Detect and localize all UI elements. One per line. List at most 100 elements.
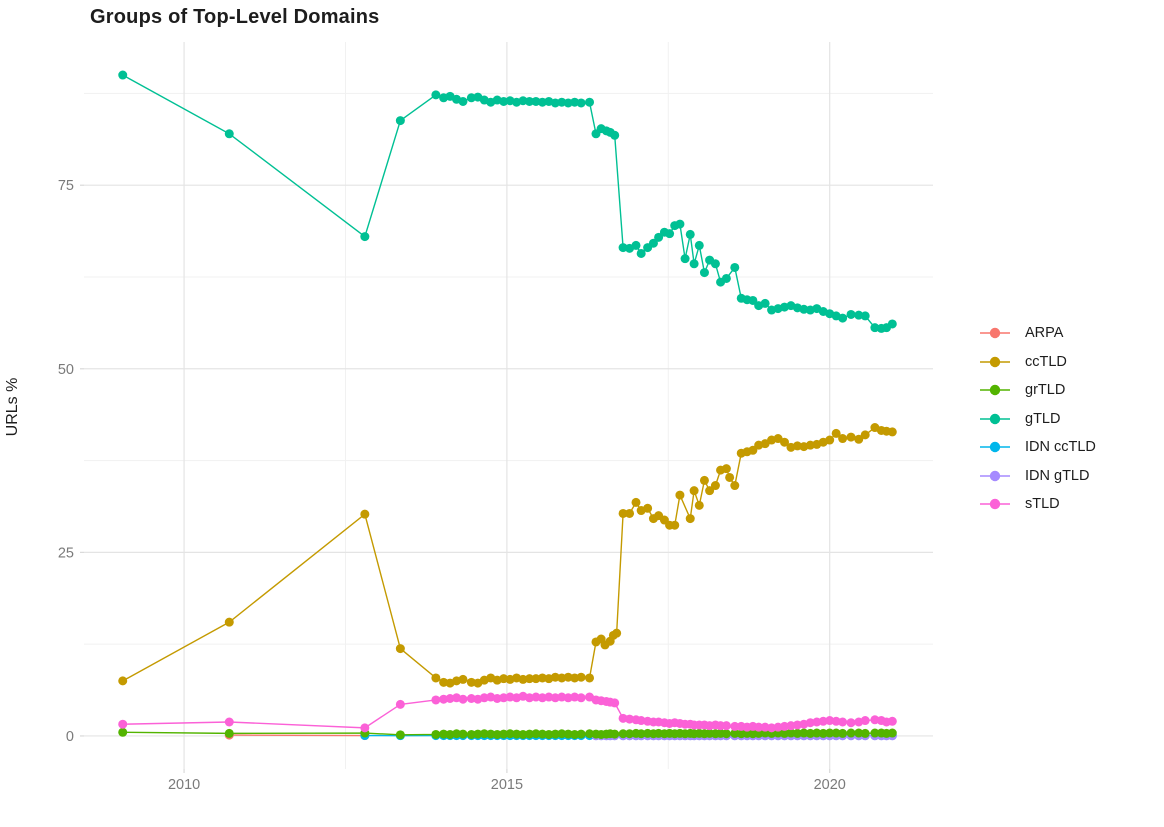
series-point-grTLD	[531, 729, 541, 739]
series-point-sTLD	[360, 723, 370, 733]
series-point-gTLD	[631, 240, 641, 250]
series-point-ccTLD	[685, 514, 695, 524]
series-point-gTLD	[760, 298, 770, 308]
series-point-grTLD	[792, 728, 802, 738]
series-point-ccTLD	[670, 520, 680, 530]
legend-item-gTLD: gTLD	[978, 405, 1096, 434]
series-point-grTLD	[730, 728, 740, 738]
plot-area: 2010 2015 2020 0 25 50 75	[58, 42, 933, 793]
series-point-grTLD	[854, 728, 864, 738]
series-point-ccTLD	[118, 676, 128, 686]
series-point-gTLD	[846, 309, 856, 319]
series-point-grTLD	[550, 729, 560, 739]
series-point-ccTLD	[643, 503, 653, 513]
series-point-grTLD	[838, 728, 848, 738]
series-point-grTLD	[505, 729, 515, 739]
series-point-grTLD	[812, 728, 822, 738]
series-point-grTLD	[786, 728, 796, 738]
series-point-sTLD	[395, 699, 405, 709]
series-point-sTLD	[887, 716, 897, 726]
series-point-grTLD	[780, 728, 790, 738]
series-line-ccTLD	[122, 426, 893, 684]
legend: ARPA ccTLD grTLD gTLD IDN ccTLD IDN gTLD sTLD	[978, 319, 1096, 519]
series-point-ccTLD	[721, 464, 731, 474]
x-tick-label: 2010	[168, 777, 200, 793]
series-point-ccTLD	[585, 673, 595, 683]
series-point-ccTLD	[689, 486, 699, 496]
series-point-ccTLD	[780, 437, 790, 447]
series-point-grTLD	[518, 729, 528, 739]
series-point-grTLD	[524, 729, 534, 739]
series-point-gTLD	[665, 229, 675, 239]
legend-key-icon	[980, 499, 1010, 510]
series-point-sTLD	[576, 693, 586, 703]
x-tick-label: 2020	[814, 777, 846, 793]
series-point-ccTLD	[854, 434, 864, 444]
series-point-gTLD	[648, 238, 658, 248]
series-point-gTLD	[860, 311, 870, 321]
series-point-grTLD	[557, 729, 567, 739]
legend-label: ARPA	[1025, 325, 1064, 342]
series-point-grTLD	[831, 728, 841, 738]
series-point-grTLD	[825, 728, 835, 738]
series-point-ccTLD	[838, 434, 848, 444]
legend-item-grTLD: grTLD	[978, 376, 1096, 405]
series-point-grTLD	[618, 729, 628, 739]
series-point-grTLD	[754, 728, 764, 738]
legend-item-ARPA: ARPA	[978, 319, 1096, 348]
series-point-grTLD	[570, 729, 580, 739]
series-point-gTLD	[431, 90, 441, 100]
series-point-grTLD	[452, 729, 462, 739]
series-point-gTLD	[887, 319, 897, 329]
series-point-gTLD	[610, 130, 620, 140]
series-point-ccTLD	[618, 508, 628, 518]
legend-item-sTLD: sTLD	[978, 490, 1096, 519]
series-point-ccTLD	[694, 500, 704, 510]
series-point-gTLD	[694, 240, 704, 250]
series-point-gTLD	[576, 98, 586, 108]
series-point-ccTLD	[360, 509, 370, 519]
series-point-grTLD	[887, 728, 897, 738]
series-point-grTLD	[466, 729, 476, 739]
series-point-gTLD	[524, 96, 534, 106]
series-point-ccTLD	[431, 673, 441, 683]
series-point-gTLD	[636, 248, 646, 258]
legend-key-icon	[980, 385, 1010, 396]
series-point-gTLD	[585, 97, 595, 107]
series-point-ccTLD	[699, 475, 709, 485]
series-point-ccTLD	[725, 472, 735, 482]
series-point-sTLD	[458, 694, 468, 704]
legend-key-icon	[980, 442, 1010, 453]
series-point-gTLD	[675, 219, 685, 229]
series-point-grTLD	[544, 729, 554, 739]
series-point-grTLD	[860, 728, 870, 738]
series-point-grTLD	[799, 728, 809, 738]
legend-key-icon	[980, 356, 1010, 367]
series-point-gTLD	[680, 254, 690, 264]
series-point-sTLD	[838, 717, 848, 727]
series-point-sTLD	[730, 721, 740, 731]
series-point-grTLD	[636, 729, 646, 739]
series-point-ccTLD	[675, 490, 685, 500]
series-point-ccTLD	[860, 430, 870, 440]
series-point-grTLD	[870, 728, 880, 738]
series-point-gTLD	[458, 96, 468, 106]
series-point-sTLD	[431, 695, 441, 705]
series-point-ccTLD	[846, 432, 856, 442]
chart-title: Groups of Top-Level Domains	[90, 6, 380, 28]
series-point-ccTLD	[576, 672, 586, 682]
series-point-gTLD	[118, 70, 128, 80]
series-point-ccTLD	[612, 628, 622, 638]
series-point-grTLD	[492, 729, 502, 739]
series-point-ccTLD	[458, 674, 468, 684]
series-point-ccTLD	[395, 644, 405, 654]
x-tick-label: 2015	[491, 777, 523, 793]
series-point-ccTLD	[825, 435, 835, 445]
series-point-grTLD	[486, 729, 496, 739]
series-point-gTLD	[838, 313, 848, 323]
series-point-gTLD	[395, 116, 405, 126]
series-point-grTLD	[585, 729, 595, 739]
series-point-gTLD	[224, 129, 234, 139]
series-point-grTLD	[473, 729, 483, 739]
